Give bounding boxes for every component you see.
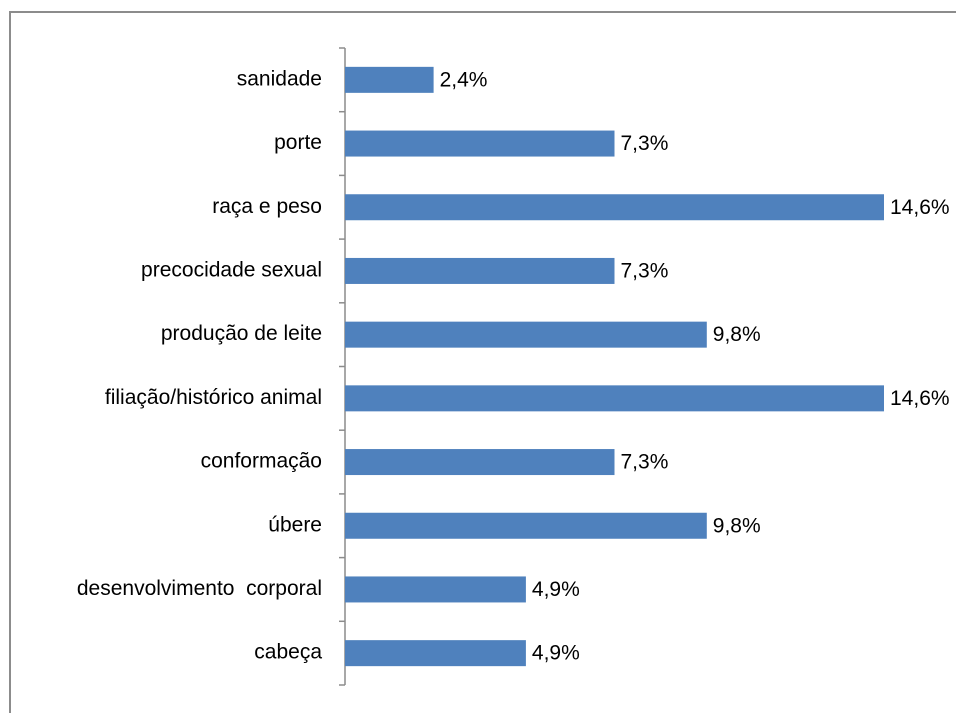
bar xyxy=(345,194,884,221)
data-label: 7,3% xyxy=(621,132,669,155)
bar xyxy=(345,66,434,93)
bar xyxy=(345,321,707,348)
data-label: 4,9% xyxy=(532,578,580,601)
y-tick-label: produção de leite xyxy=(161,322,322,345)
y-tick-label: úbere xyxy=(268,513,322,536)
y-tick-label: porte xyxy=(274,131,322,154)
bar xyxy=(345,257,615,284)
frame xyxy=(9,11,956,713)
bar xyxy=(345,449,615,476)
bar xyxy=(345,512,707,539)
y-tick-label: filiação/histórico animal xyxy=(105,386,322,409)
y-tick-label: conformação xyxy=(201,450,322,473)
y-tick-label: raça e peso xyxy=(212,195,322,218)
y-tick-label: precocidade sexual xyxy=(141,258,322,281)
bar xyxy=(345,385,884,412)
bar xyxy=(345,576,526,603)
y-tick-label: sanidade xyxy=(237,67,322,90)
data-label: 4,9% xyxy=(532,642,580,665)
data-label: 14,6% xyxy=(890,196,950,219)
data-label: 7,3% xyxy=(621,259,669,282)
data-label: 14,6% xyxy=(890,387,950,410)
y-tick-label: cabeça xyxy=(254,641,322,664)
data-label: 9,8% xyxy=(713,323,761,346)
y-tick-label: desenvolvimento corporal xyxy=(77,577,322,600)
data-label: 9,8% xyxy=(713,514,761,537)
bar xyxy=(345,130,615,157)
data-label: 7,3% xyxy=(621,451,669,474)
data-label: 2,4% xyxy=(440,68,488,91)
bar xyxy=(345,640,526,667)
